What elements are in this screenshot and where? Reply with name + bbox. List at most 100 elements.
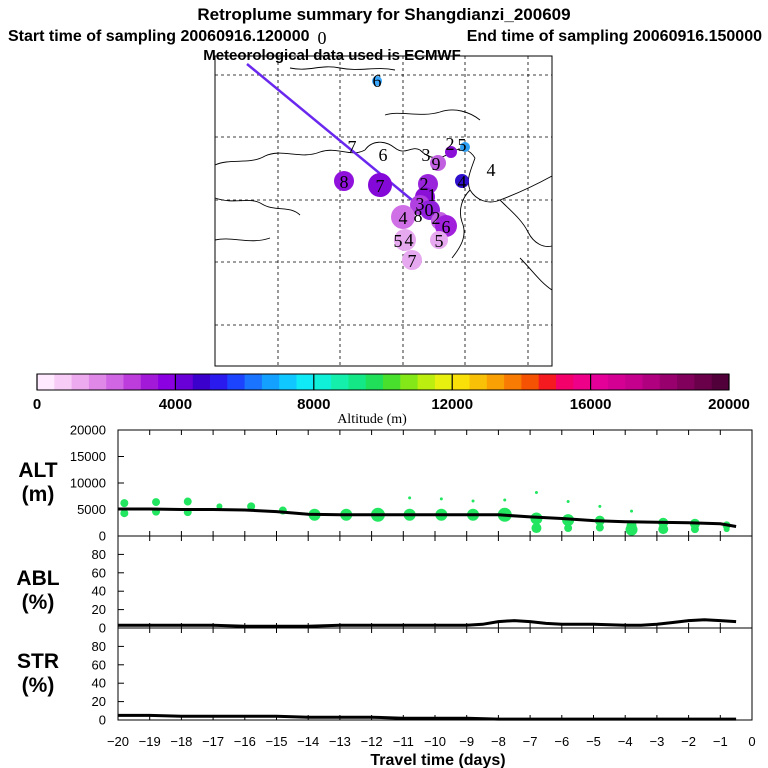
x-tick-label: −20 [107,734,129,749]
colorbar-tick-label: 8000 [297,396,330,413]
cluster-marker [334,171,354,191]
str-ytick-label: 80 [92,639,106,654]
alt-point [625,523,638,536]
alt-point [598,504,602,508]
alt-panel: ALT (m) 0 5000 10000 15000 20000 [18,423,753,544]
colorbar-cell [192,374,211,390]
colorbar-cell [607,374,626,390]
cluster-label: 4 [458,172,467,192]
x-tick-label: −13 [329,734,351,749]
str-ylabel: STR [17,650,59,673]
abl-panel: ABL (%) 0 20 40 60 80 [16,535,753,636]
str-panel-frame [117,627,753,721]
colorbar-cell [469,374,488,390]
cluster-label: 5 [394,231,403,251]
plume-clusters: 0 6 2 5 7 6 3 8 7 9 2 4 4 1 3 0 4 2 6 8 … [318,28,496,271]
altitude-colorbar: 0 4000 8000 12000 16000 20000 Altitude (m) [33,373,750,427]
cluster-label: 8 [414,206,423,226]
cluster-marker [402,250,422,270]
start-time-label: Start time of sampling 20060916.120000 [8,28,310,45]
abl-panel-frame [117,535,753,629]
x-tick-label: −10 [424,734,446,749]
colorbar-cell [694,374,713,390]
cluster-label: 3 [422,145,431,165]
colorbar-cell [244,374,263,390]
abl-ytick-label: 80 [92,547,106,562]
alt-ytick-label: 5000 [77,502,106,517]
colorbar-cell [400,374,419,390]
map-frame [214,55,553,367]
cluster-marker [460,142,470,152]
colorbar-cell [210,374,228,390]
cluster-label: 8 [340,172,349,192]
alt-point [534,491,538,495]
str-ytick-label: 20 [92,694,106,709]
x-tick-label: 0 [748,734,755,749]
end-time-label: End time of sampling 20060916.150000 [467,28,762,45]
cluster-label: 2 [432,208,441,228]
alt-point [531,523,542,534]
x-tick-label: −19 [139,734,161,749]
alt-point [690,525,699,534]
x-tick-label: −3 [649,734,664,749]
alt-point [216,503,223,510]
colorbar-cell [573,374,592,390]
colorbar-cell [434,374,453,390]
x-tick-label: −4 [618,734,633,749]
cluster-label: 7 [348,137,357,157]
colorbar-cell [140,374,159,390]
alt-ytick-label: 20000 [70,423,106,438]
cluster-marker [455,174,469,188]
alt-point [439,497,443,501]
alt-ytick-label: 10000 [70,476,106,491]
colorbar-cell [348,374,367,390]
cluster-label: 6 [373,71,382,91]
abl-ytick-label: 60 [92,565,106,580]
cluster-label: 5 [435,231,444,251]
alt-point [564,524,573,533]
cluster-marker [430,155,446,171]
coastline [214,66,553,291]
x-tick-label: −7 [523,734,538,749]
cluster-label: 4 [405,230,414,250]
cluster-label: 1 [428,185,437,205]
colorbar-cell [521,374,540,390]
x-tick-label: −15 [265,734,287,749]
str-ytick-label: 0 [99,713,106,728]
retroplume-map: 0 6 2 5 7 6 3 8 7 9 2 4 4 1 3 0 4 2 6 8 … [214,28,553,367]
cluster-marker [372,76,382,86]
x-tick-label: −8 [491,734,506,749]
colorbar-cell [504,374,522,390]
str-ytick-label: 60 [92,657,106,672]
colorbar-cell [296,374,315,390]
colorbar-cell [227,374,246,390]
colorbar-cell [486,374,505,390]
colorbar-cell [677,374,695,390]
x-tick-label: −14 [297,734,319,749]
cluster-label: 6 [442,217,451,237]
x-tick-label: −17 [202,734,224,749]
alt-ytick-label: 15000 [70,449,106,464]
colorbar-cell [175,374,194,390]
alt-point [630,509,634,513]
colorbar-cell [331,374,349,390]
colorbar-cell [625,374,643,390]
x-tick-label: −2 [681,734,696,749]
alt-point [183,497,192,506]
alt-ylabel-unit: (m) [22,483,55,506]
colorbar-cell [642,374,661,390]
colorbar-cell [88,374,107,390]
colorbar-cell [383,374,401,390]
colorbar-cell [556,374,574,390]
colorbar-cell [37,374,55,390]
cluster-marker [445,146,457,158]
colorbar-cell [365,374,384,390]
colorbar-cell [659,374,678,390]
x-tick-label: −16 [234,734,256,749]
x-axis-title: Travel time (days) [370,752,505,768]
colorbar-cell [158,374,176,390]
cluster-label: 4 [399,208,408,228]
cluster-label: 2 [420,174,429,194]
